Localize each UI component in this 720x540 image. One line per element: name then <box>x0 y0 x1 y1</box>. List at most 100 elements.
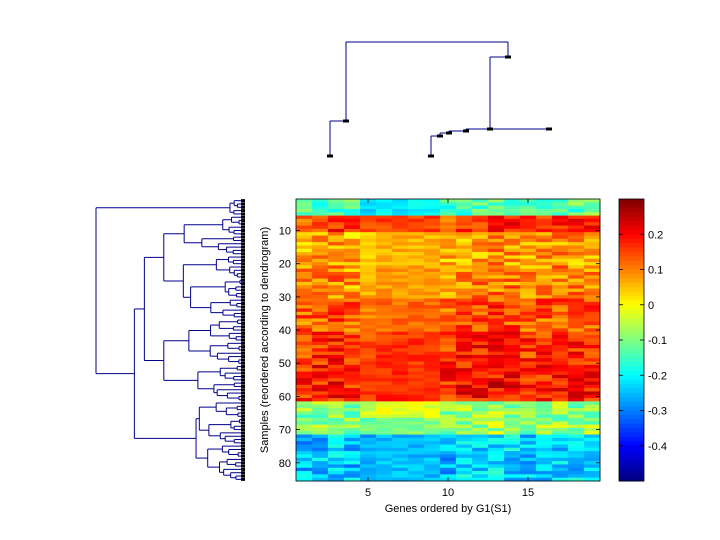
heatmap-cell <box>296 258 313 263</box>
heatmap-cell <box>552 242 569 246</box>
heatmap-cell <box>520 202 537 207</box>
heatmap-cell <box>456 351 473 356</box>
heatmap-cell <box>488 361 505 366</box>
heatmap-cell <box>328 441 345 445</box>
heatmap-cell <box>520 447 537 452</box>
heatmap-cell <box>584 431 601 435</box>
colorbar-segment <box>619 476 644 482</box>
heatmap-cell <box>520 424 537 429</box>
colorbar <box>619 199 644 482</box>
heatmap-cell <box>392 258 409 263</box>
heatmap-cell <box>296 301 313 306</box>
colorbar-tick-label: -0.3 <box>648 406 667 418</box>
heatmap-cell <box>536 265 553 270</box>
heatmap-cell <box>424 321 441 326</box>
heatmap-cell <box>520 388 537 392</box>
left-dendro-leaf <box>241 474 245 478</box>
heatmap-cell <box>392 431 409 435</box>
heatmap-cell <box>488 414 505 419</box>
heatmap-cell <box>456 311 473 316</box>
x-axis-label: Genes ordered by G1(S1) <box>385 503 512 515</box>
heatmap-cell <box>568 232 585 236</box>
heatmap-cell <box>360 471 377 475</box>
heatmap-cell <box>472 301 489 306</box>
heatmap-cell <box>424 471 441 475</box>
heatmap-cell <box>328 275 345 280</box>
heatmap-cell <box>504 288 521 293</box>
left-dendro-leaf <box>241 321 245 325</box>
heatmap-cell <box>408 252 425 256</box>
heatmap-cell <box>584 318 601 323</box>
heatmap-cell <box>456 232 473 236</box>
left-dendro-leaf <box>241 418 245 422</box>
heatmap-cell <box>296 348 313 353</box>
heatmap-cell <box>488 348 505 353</box>
heatmap-cell <box>392 408 409 412</box>
left-dendro-leaf <box>241 441 245 445</box>
heatmap-cell <box>376 427 393 432</box>
heatmap-cell <box>344 408 361 412</box>
heatmap-cell <box>552 318 569 323</box>
heatmap-cell <box>392 202 409 207</box>
heatmap-cell <box>312 262 329 266</box>
colorbar-segment <box>619 291 644 297</box>
heatmap-cell <box>296 358 313 362</box>
heatmap-cell <box>312 401 329 406</box>
heatmap-cell <box>328 248 345 253</box>
heatmap-cell <box>536 414 553 419</box>
heatmap-cell <box>440 421 457 425</box>
y-tick-label: 30 <box>279 292 291 304</box>
heatmap-cell <box>376 461 393 465</box>
heatmap-cell <box>584 232 601 236</box>
heatmap-cell <box>472 225 489 230</box>
heatmap-cell <box>504 401 521 406</box>
heatmap-cell <box>360 321 377 326</box>
heatmap-cell <box>440 361 457 366</box>
heatmap-cell <box>376 454 393 459</box>
heatmap-cell <box>440 298 457 303</box>
heatmap-cell <box>536 351 553 356</box>
heatmap-cell <box>552 258 569 263</box>
heatmap-cell <box>504 361 521 366</box>
heatmap-cell <box>312 205 329 210</box>
heatmap-cell <box>568 199 585 203</box>
heatmap-cell <box>408 318 425 323</box>
heatmap-cell <box>568 338 585 343</box>
heatmap-cell <box>552 411 569 416</box>
heatmap-cell <box>472 364 489 369</box>
heatmap-cell <box>344 295 361 299</box>
heatmap-cell <box>504 271 521 276</box>
heatmap-cell <box>488 295 505 299</box>
heatmap-cell <box>328 471 345 475</box>
heatmap-cell <box>488 245 505 250</box>
heatmap-cell <box>440 301 457 306</box>
heatmap-cell <box>568 394 585 399</box>
heatmap-cell <box>584 437 601 442</box>
heatmap-cell <box>488 288 505 293</box>
heatmap-cell <box>376 344 393 349</box>
heatmap-cell <box>392 434 409 439</box>
heatmap-cell <box>568 351 585 356</box>
heatmap-cell <box>312 281 329 286</box>
heatmap-cell <box>568 414 585 419</box>
heatmap-cell <box>392 305 409 309</box>
left-dendro-leaf <box>241 411 245 415</box>
heatmap-cell <box>360 378 377 382</box>
heatmap-cell <box>456 278 473 283</box>
heatmap-cell <box>376 431 393 435</box>
heatmap-cell <box>408 378 425 382</box>
heatmap-cell <box>584 291 601 296</box>
heatmap-cell <box>520 238 537 243</box>
heatmap-cell <box>488 434 505 439</box>
heatmap-cell <box>360 232 377 236</box>
heatmap-cell <box>360 467 377 472</box>
heatmap-cell <box>520 408 537 412</box>
heatmap-cell <box>536 451 553 455</box>
heatmap-cell <box>488 408 505 412</box>
heatmap-cell <box>504 431 521 435</box>
heatmap-cell <box>360 255 377 260</box>
heatmap-cell <box>360 371 377 376</box>
heatmap-cell <box>312 414 329 419</box>
heatmap-cell <box>360 457 377 462</box>
heatmap-cell <box>424 358 441 362</box>
